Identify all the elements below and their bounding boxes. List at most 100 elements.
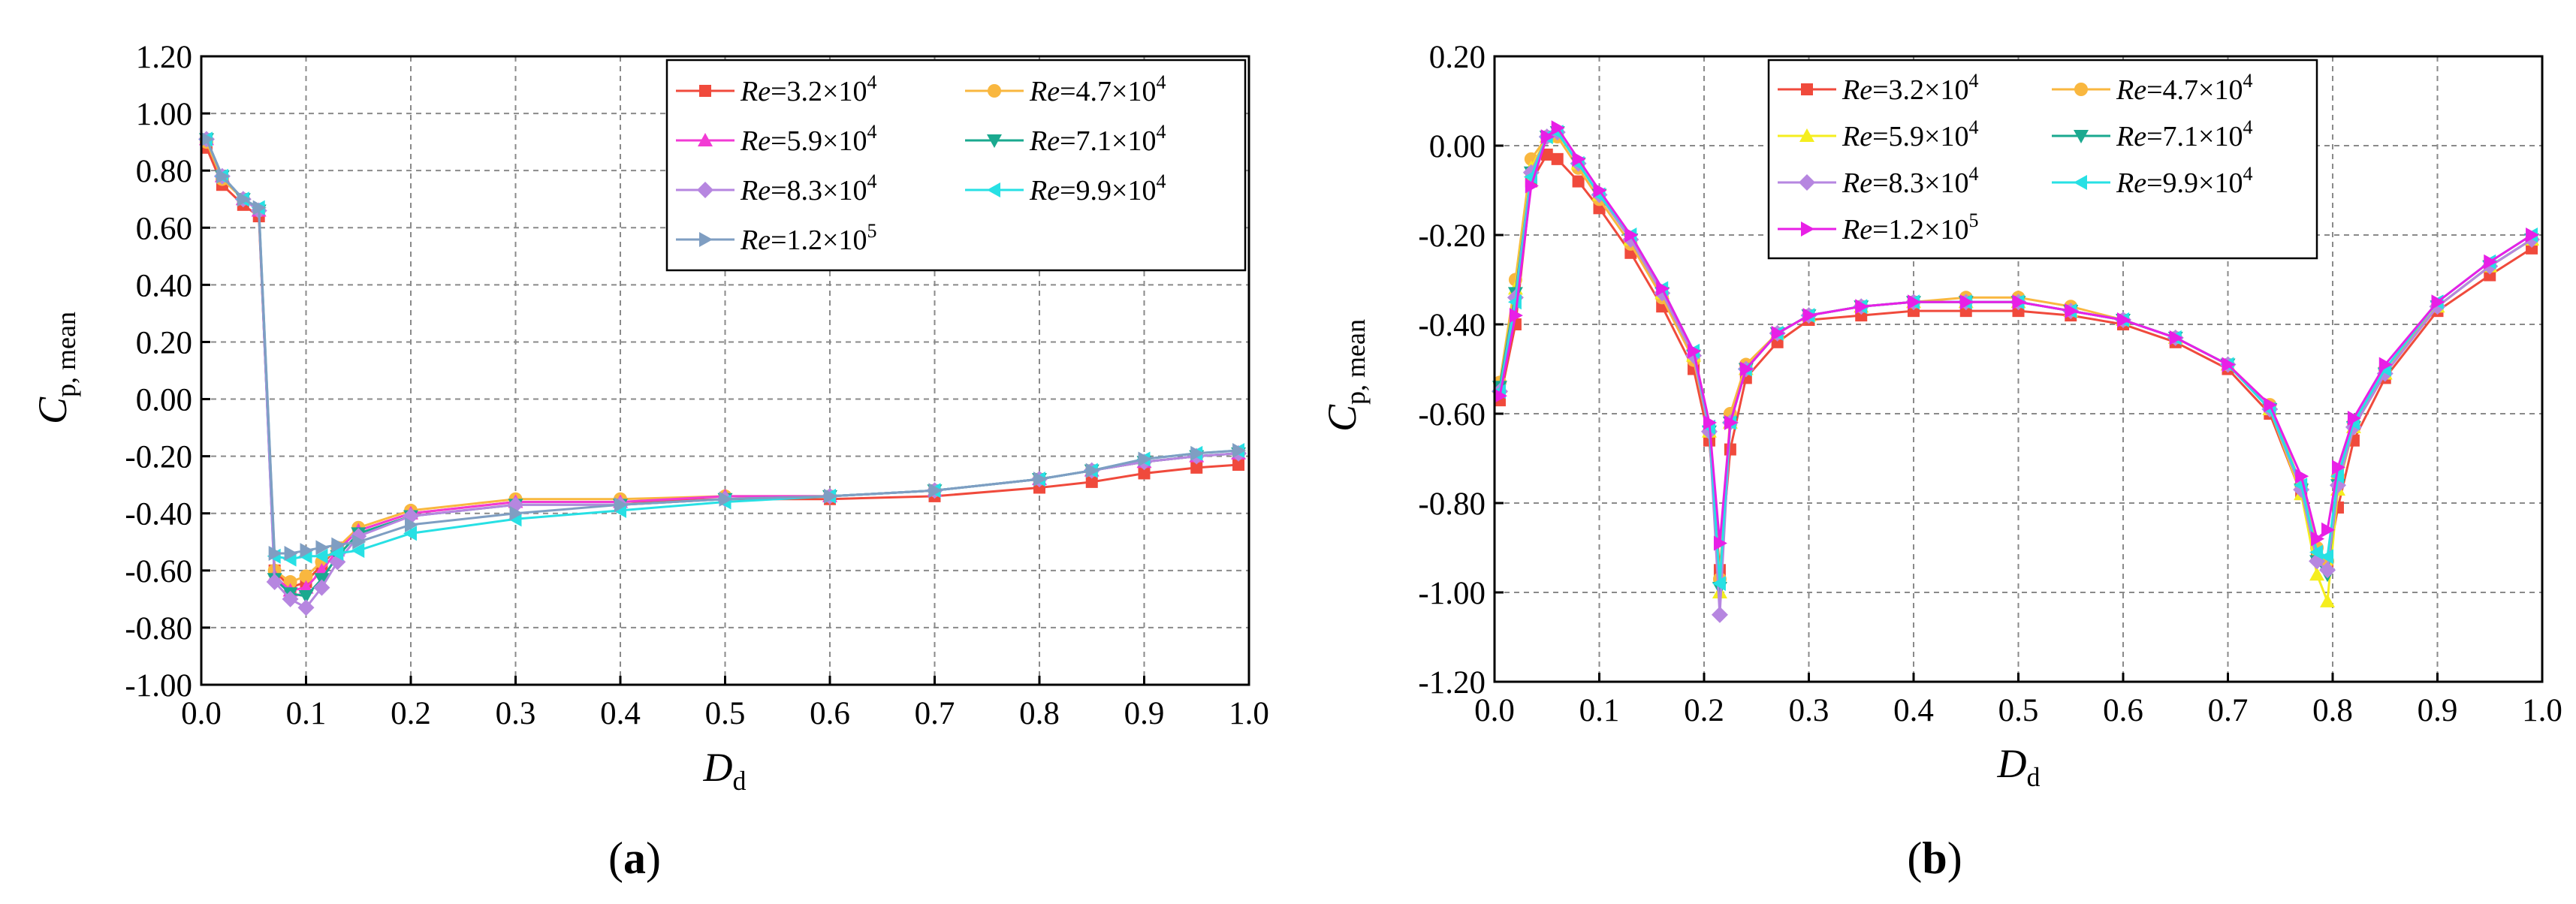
data-point xyxy=(2526,228,2540,243)
data-point xyxy=(2222,357,2236,372)
x-tick-label: 0.6 xyxy=(810,696,850,731)
data-point xyxy=(200,131,214,147)
y-tick-label: -0.40 xyxy=(125,497,192,532)
data-point xyxy=(2117,312,2131,328)
data-point xyxy=(405,517,418,532)
data-point xyxy=(237,191,251,207)
data-point xyxy=(331,537,345,553)
x-tick-label: 0.7 xyxy=(2208,693,2249,728)
series-b xyxy=(1491,120,2541,623)
ticks-b: 0.0 0.1 0.2 0.3 0.4 0.5 0.6 0.7 0.8 0.9 1.0 0.20 0.0… xyxy=(1418,40,2562,728)
data-point xyxy=(1724,443,1736,456)
legend-swatch-marker xyxy=(1801,221,1814,237)
data-point xyxy=(1593,182,1607,198)
x-tick-label: 0.3 xyxy=(1789,693,1829,728)
y-tick-label: 0.60 xyxy=(136,211,192,246)
y-tick-label: 0.80 xyxy=(136,154,192,189)
y-tick-label: -0.20 xyxy=(125,440,192,475)
data-point xyxy=(824,488,837,504)
data-point xyxy=(2319,562,2336,579)
data-point xyxy=(2065,303,2079,319)
data-point xyxy=(1688,343,1702,359)
legend-label: Re=1.2×105 xyxy=(1842,209,1978,246)
x-tick-label: 0.9 xyxy=(2418,693,2458,728)
data-point xyxy=(1190,461,1203,474)
data-point xyxy=(284,545,298,561)
x-tick-label: 0.0 xyxy=(1474,693,1515,728)
legend-label: Re=4.7×104 xyxy=(1029,71,1166,107)
data-point xyxy=(298,590,314,604)
legend-label: Re=3.2×104 xyxy=(740,71,876,107)
data-point xyxy=(2320,593,2336,607)
data-point xyxy=(2484,254,2498,270)
x-tick-label: 0.1 xyxy=(286,696,327,731)
data-point xyxy=(1959,294,1974,310)
data-point xyxy=(297,599,315,616)
data-point xyxy=(614,497,628,513)
legend-swatch-marker xyxy=(697,182,713,198)
data-point xyxy=(268,545,282,561)
x-axis-label-b: Dd xyxy=(1997,741,2041,792)
data-point xyxy=(1540,129,1555,145)
data-point xyxy=(330,545,344,561)
x-tick-label: 1.0 xyxy=(2522,693,2562,728)
data-point xyxy=(300,543,314,559)
legend-swatch-marker xyxy=(1799,174,1815,191)
y-tick-label: 0.00 xyxy=(136,383,192,418)
series-a xyxy=(198,131,1247,616)
y-tick-label: -0.80 xyxy=(125,611,192,646)
data-point xyxy=(1551,152,1564,165)
data-point xyxy=(1190,445,1205,461)
x-tick-label: 0.9 xyxy=(1124,696,1165,731)
data-point xyxy=(314,548,328,564)
data-point xyxy=(299,569,313,583)
legend-box xyxy=(665,59,1247,272)
data-point xyxy=(315,540,330,556)
data-point xyxy=(1771,325,1785,341)
legend-item: Re=1.2×105 xyxy=(676,220,876,256)
data-point xyxy=(2309,544,2324,560)
legend-label: Re=7.1×104 xyxy=(1029,121,1166,157)
y-tick-label: 0.40 xyxy=(136,268,192,303)
data-point xyxy=(2264,397,2278,413)
panel-a: 0.0 0.1 0.2 0.3 0.4 0.5 0.6 0.7 0.8 0.9 1.0 1.20 1.0… xyxy=(30,40,1269,883)
legend-swatch-marker xyxy=(2074,130,2089,143)
x-tick-label: 0.6 xyxy=(2103,693,2143,728)
data-point xyxy=(2378,357,2393,372)
series-line xyxy=(1498,125,2532,544)
x-tick-label: 1.0 xyxy=(1229,696,1269,731)
x-tick-label: 0.5 xyxy=(1998,693,2039,728)
y-axis-label-a: Cp, mean xyxy=(30,312,81,424)
legend-swatch-marker xyxy=(2074,83,2088,96)
data-point xyxy=(352,534,366,550)
y-tick-label: -0.60 xyxy=(1418,397,1486,432)
ticks-a: 0.0 0.1 0.2 0.3 0.4 0.5 0.6 0.7 0.8 0.9 1.0 1.20 1.0… xyxy=(125,40,1268,731)
series-7 xyxy=(200,131,1247,561)
x-tick-label: 0.1 xyxy=(1579,693,1620,728)
legend-item: Re=5.9×104 xyxy=(676,121,876,157)
legend-item: Re=9.9×104 xyxy=(965,170,1166,206)
data-point xyxy=(1712,576,1726,592)
data-point xyxy=(2320,549,2334,565)
y-tick-label: 0.20 xyxy=(136,325,192,360)
x-tick-label: 0.3 xyxy=(496,696,536,731)
legend-swatch-marker xyxy=(699,232,713,247)
y-tick-label: -1.00 xyxy=(1418,576,1486,611)
y-axis-label-b: Cp, mean xyxy=(1320,319,1371,432)
data-point xyxy=(1540,148,1553,161)
x-tick-label: 0.2 xyxy=(1684,693,1724,728)
panel-b: 0.0 0.1 0.2 0.3 0.4 0.5 0.6 0.7 0.8 0.9 1.0 0.20 0.0… xyxy=(1320,40,2562,883)
legend-item: Re=3.2×104 xyxy=(1778,70,1978,106)
y-tick-label: -1.20 xyxy=(1418,665,1486,701)
x-tick-label: 0.0 xyxy=(181,696,222,731)
data-point xyxy=(283,575,297,589)
data-point xyxy=(1551,120,1565,136)
y-tick-label: -1.00 xyxy=(125,668,192,704)
x-tick-label: 0.7 xyxy=(915,696,955,731)
legend-label: Re=9.9×104 xyxy=(1029,170,1166,206)
legend-item: Re=7.1×104 xyxy=(965,121,1166,157)
data-point xyxy=(2012,294,2026,310)
y-tick-label: -0.60 xyxy=(125,554,192,589)
data-point xyxy=(216,168,230,184)
legend-item: Re=4.7×104 xyxy=(965,71,1166,107)
